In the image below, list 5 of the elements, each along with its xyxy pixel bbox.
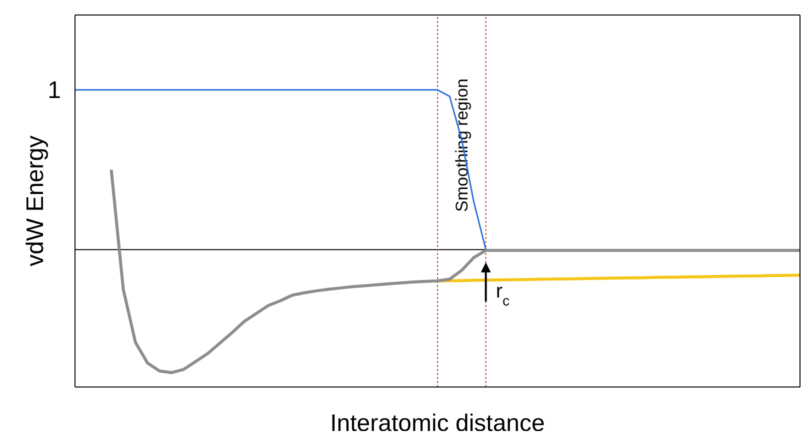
- x-axis-title: Interatomic distance: [330, 410, 545, 437]
- annotation: r$_{c}$: [496, 280, 510, 308]
- y-axis-title: vdW Energy: [22, 136, 48, 266]
- text: 1: [48, 76, 61, 104]
- annotation: Smoothing region: [452, 78, 472, 212]
